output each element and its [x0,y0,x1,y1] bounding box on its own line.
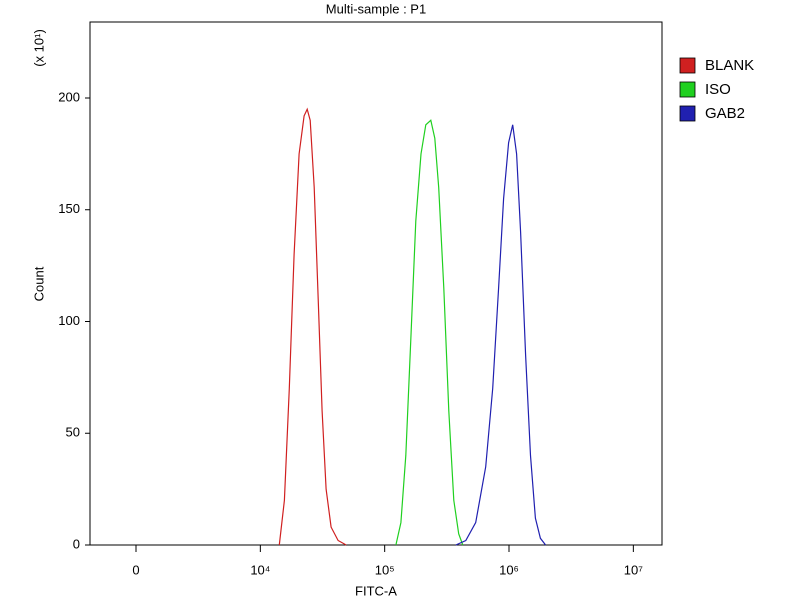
y-tick-label: 0 [73,536,80,551]
x-tick-label: 10⁶ [499,562,519,577]
y-axis-label: Count [31,266,46,301]
legend-swatch [679,57,696,74]
y-tick-label: 100 [58,313,80,328]
legend-label: ISO [705,81,731,98]
x-tick-label: 10⁵ [375,562,395,577]
series-line [455,124,547,546]
x-axis-label: FITC-A [355,583,397,598]
y-tick-label: 50 [66,425,80,440]
chart-title: Multi-sample : P1 [326,1,426,16]
y-tick-label: 200 [58,89,80,104]
legend-label: BLANK [705,57,754,74]
legend-swatch [679,81,696,98]
series-line [395,119,464,546]
plot-frame [89,21,663,546]
x-tick-label: 10⁴ [250,562,270,577]
legend-label: GAB2 [705,105,745,122]
x-tick-label: 10⁷ [624,562,643,577]
y-multiplier: (x 10¹) [31,29,46,67]
legend-swatch [679,105,696,122]
y-tick-label: 150 [58,201,80,216]
series-line [278,107,347,546]
x-tick-label: 0 [132,562,139,577]
